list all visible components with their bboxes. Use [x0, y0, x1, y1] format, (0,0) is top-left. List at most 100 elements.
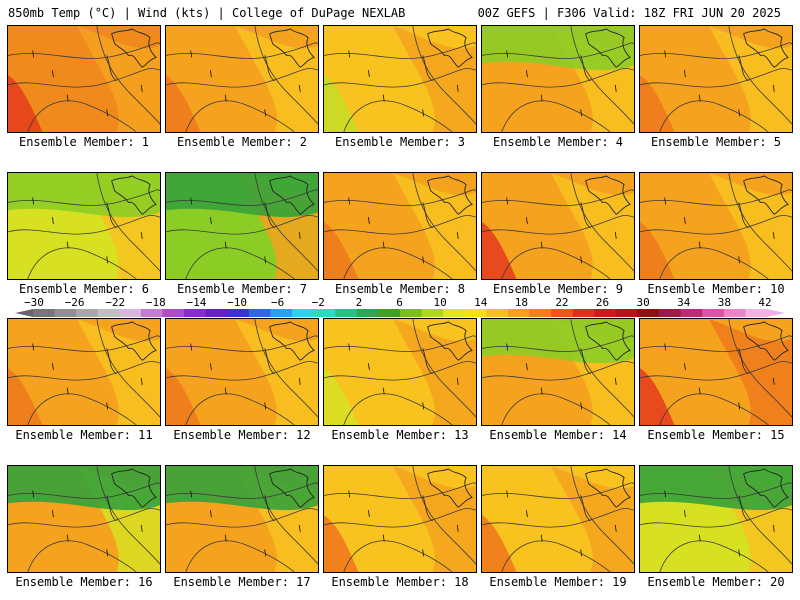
colorbar-tick-label: 2 — [355, 296, 363, 309]
warm-air-band — [166, 75, 201, 132]
wind-barb — [698, 241, 701, 249]
contour-line — [254, 173, 318, 272]
wind-barb — [738, 549, 741, 557]
wind-barb — [264, 549, 267, 557]
great-lakes-outline — [585, 28, 631, 68]
wind-barb — [506, 490, 509, 498]
wind-barb — [298, 231, 301, 239]
contour-line — [640, 215, 792, 235]
wind-barb — [506, 50, 509, 58]
ensemble-member-map — [639, 172, 793, 280]
colorbar-tick-label: 14 — [474, 296, 488, 309]
contour-line — [8, 68, 160, 88]
contour-line — [166, 335, 318, 352]
contour-line — [8, 215, 160, 235]
ensemble-member-map — [165, 318, 319, 426]
great-lakes-outline — [585, 321, 631, 361]
wind-barb — [664, 490, 667, 498]
lake-michigan-outline — [422, 202, 433, 229]
colorbar-segment — [184, 309, 207, 317]
warm-air-band — [324, 515, 359, 572]
wind-barb — [210, 217, 212, 225]
wind-barb — [140, 231, 143, 239]
wind-barb — [52, 363, 54, 371]
contour-line — [659, 100, 769, 132]
ensemble-member-map — [165, 172, 319, 280]
colorbar-tick-label: 6 — [396, 296, 403, 309]
colorbar-tick-label: 38 — [717, 296, 731, 309]
contour-line — [8, 335, 160, 352]
wind-barb — [738, 402, 741, 410]
contour-line — [412, 26, 476, 125]
run-valid-time: 00Z GEFS | F306 Valid: 18Z FRI JUN 20 20… — [477, 6, 781, 20]
wind-barb — [264, 402, 267, 410]
contour-line — [27, 100, 137, 132]
cool-air-band — [166, 466, 318, 511]
wind-barb — [614, 84, 617, 92]
ensemble-member-map — [7, 318, 161, 426]
ensemble-member-map — [639, 318, 793, 426]
wind-barb — [382, 387, 385, 395]
colorbar-segment — [140, 309, 164, 317]
contour-line — [343, 540, 453, 572]
contour-line — [8, 42, 160, 59]
contour-line — [343, 247, 453, 279]
contour-line — [254, 466, 318, 565]
warm-air-band — [324, 222, 359, 279]
contour-line — [482, 42, 634, 59]
colorbar-segment — [637, 309, 660, 317]
wind-barb — [382, 241, 385, 249]
wind-barb — [684, 363, 686, 371]
lake-michigan-outline — [738, 348, 749, 375]
wind-barb — [298, 84, 301, 92]
lake-michigan-outline — [738, 55, 749, 82]
contour-line — [8, 482, 160, 499]
wind-barb — [190, 50, 193, 58]
contour-line — [482, 508, 634, 528]
ensemble-member-label: Ensemble Member: 14 — [489, 428, 627, 442]
wind-barb — [224, 534, 227, 542]
ensemble-member-label: Ensemble Member: 19 — [489, 575, 627, 589]
contour-line — [166, 68, 318, 88]
wind-barb — [140, 524, 143, 532]
contour-line — [640, 361, 792, 381]
cool-air-band — [640, 466, 792, 511]
ensemble-member-map — [165, 25, 319, 133]
contour-line — [324, 482, 476, 499]
wind-barb — [540, 534, 543, 542]
great-lakes-outline — [269, 175, 315, 215]
ensemble-member-label: Ensemble Member: 16 — [15, 575, 153, 589]
colorbar-segment — [378, 309, 401, 317]
wind-barb — [66, 94, 69, 102]
wind-barb — [224, 241, 227, 249]
ensemble-member-map — [323, 172, 477, 280]
colorbar-segment — [335, 309, 358, 317]
contour-line — [570, 319, 634, 418]
colorbar-segment — [54, 309, 77, 317]
wind-barb — [580, 256, 583, 264]
colorbar-segment — [507, 309, 531, 317]
great-lakes-outline — [743, 468, 789, 508]
wind-barb — [52, 217, 54, 225]
great-lakes-outline — [111, 175, 157, 215]
warm-air-band — [324, 368, 359, 425]
warm-air-band — [640, 368, 675, 425]
great-lakes-outline — [427, 28, 473, 68]
great-lakes-outline — [111, 468, 157, 508]
wind-barb — [684, 510, 686, 518]
colorbar-tick-label: −2 — [311, 296, 325, 309]
contour-line — [728, 466, 792, 565]
contour-line — [501, 247, 611, 279]
colorbar-segment — [529, 309, 552, 317]
contour-line — [96, 26, 160, 125]
ensemble-member-map — [7, 465, 161, 573]
wind-barb — [772, 377, 775, 385]
wind-barb — [106, 402, 109, 410]
colorbar-segment — [400, 309, 423, 317]
wind-barb — [422, 549, 425, 557]
wind-barb — [540, 94, 543, 102]
wind-barb — [526, 510, 528, 518]
colorbar-segment — [486, 309, 509, 317]
contour-line — [324, 361, 476, 381]
contour-line — [659, 247, 769, 279]
